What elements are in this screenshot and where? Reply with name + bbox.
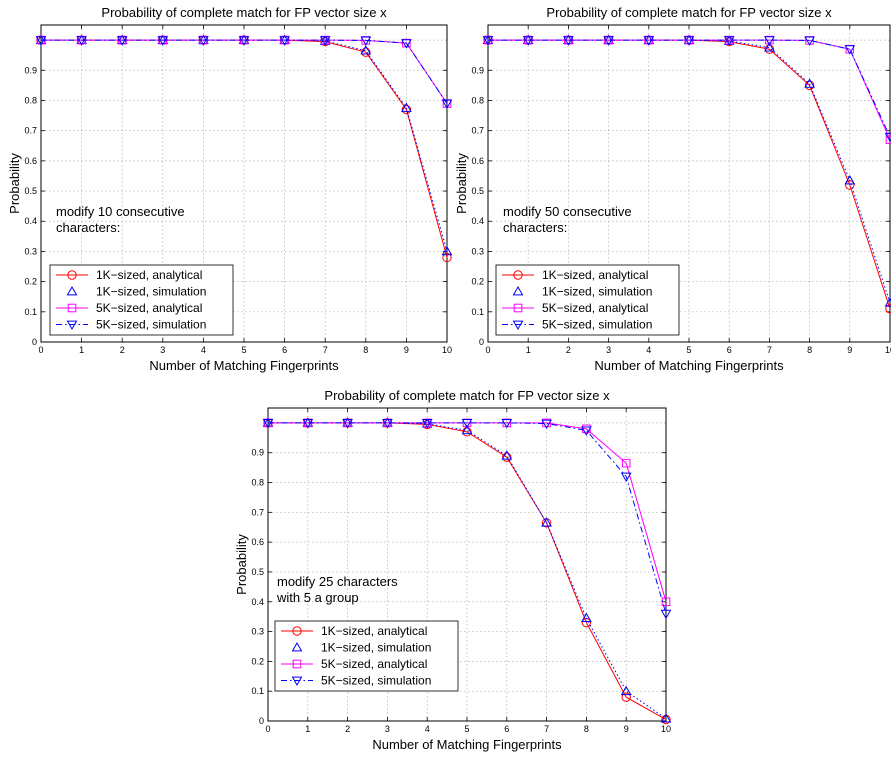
x-tick-label: 8 [363, 345, 368, 355]
x-tick-label: 2 [345, 724, 350, 734]
x-tick-label: 6 [282, 345, 287, 355]
legend-label: 5K−sized, simulation [542, 318, 652, 332]
legend-label: 1K−sized, simulation [321, 641, 431, 655]
annotation-text: with 5 a group [276, 590, 359, 605]
y-tick-label: 0.3 [251, 627, 264, 637]
x-tick-label: 3 [606, 345, 611, 355]
x-tick-label: 9 [847, 345, 852, 355]
x-tick-label: 9 [624, 724, 629, 734]
x-tick-label: 3 [385, 724, 390, 734]
legend-label: 5K−sized, analytical [96, 301, 202, 315]
y-axis-label: Probability [454, 153, 469, 214]
x-tick-label: 2 [120, 345, 125, 355]
y-tick-label: 0.6 [24, 156, 37, 166]
y-axis-label: Probability [234, 534, 249, 595]
annotation-text: characters: [56, 220, 120, 235]
y-tick-label: 0.4 [471, 216, 484, 226]
legend-label: 1K−sized, analytical [542, 268, 648, 282]
y-tick-label: 0.8 [471, 95, 484, 105]
legend: 1K−sized, analytical 1K−sized, simulation… [496, 265, 679, 335]
annotation-text: modify 50 consecutive [503, 204, 632, 219]
y-tick-label: 0.3 [24, 246, 37, 256]
chart-title: Probability of complete match for FP vec… [546, 5, 832, 20]
y-tick-label: 0.2 [251, 656, 264, 666]
y-tick-label: 0.9 [24, 65, 37, 75]
x-tick-label: 6 [504, 724, 509, 734]
y-tick-label: 0.2 [24, 277, 37, 287]
x-tick-label: 0 [38, 345, 43, 355]
y-tick-label: 0 [32, 337, 37, 347]
y-tick-label: 0.4 [24, 216, 37, 226]
x-tick-label: 0 [265, 724, 270, 734]
y-tick-label: 0.6 [251, 537, 264, 547]
x-tick-label: 10 [661, 724, 671, 734]
x-axis-label: Number of Matching Fingerprints [594, 358, 784, 373]
legend-label: 5K−sized, simulation [321, 674, 431, 688]
y-tick-label: 0.1 [24, 307, 37, 317]
annotation-text: modify 25 characters [277, 574, 398, 589]
y-tick-label: 0.7 [24, 126, 37, 136]
y-tick-label: 0.3 [471, 246, 484, 256]
x-tick-label: 2 [566, 345, 571, 355]
y-tick-label: 0.2 [471, 277, 484, 287]
chart-panel-3: 0 1 2 3 4 5 6 7 8 9 10 0 0.1 0.2 0.3 0.4 0.5 0.6 0.7 0.8 0.9… [234, 388, 671, 752]
y-tick-label: 0.7 [251, 507, 264, 517]
x-tick-label: 10 [885, 345, 891, 355]
legend-label: 5K−sized, simulation [96, 318, 206, 332]
y-axis-label: Probability [7, 153, 22, 214]
y-tick-label: 0.5 [24, 186, 37, 196]
x-tick-label: 8 [807, 345, 812, 355]
y-tick-label: 0.8 [24, 95, 37, 105]
x-tick-label: 5 [464, 724, 469, 734]
legend: 1K−sized, analytical 1K−sized, simulation… [275, 621, 458, 691]
x-tick-label: 7 [544, 724, 549, 734]
legend-label: 1K−sized, analytical [96, 268, 202, 282]
chart-title: Probability of complete match for FP vec… [324, 388, 610, 403]
y-tick-label: 0.7 [471, 126, 484, 136]
y-tick-label: 0.9 [251, 448, 264, 458]
x-axis-label: Number of Matching Fingerprints [149, 358, 339, 373]
x-tick-label: 5 [241, 345, 246, 355]
legend-label: 1K−sized, simulation [542, 285, 652, 299]
x-tick-label: 10 [442, 345, 452, 355]
x-tick-label: 1 [305, 724, 310, 734]
x-tick-label: 1 [526, 345, 531, 355]
y-tick-label: 0.1 [471, 307, 484, 317]
x-tick-label: 5 [686, 345, 691, 355]
x-tick-label: 1 [79, 345, 84, 355]
x-tick-label: 4 [646, 345, 651, 355]
annotation-text: characters: [503, 220, 567, 235]
x-tick-label: 0 [485, 345, 490, 355]
legend: 1K−sized, analytical 1K−sized, simulation… [50, 265, 233, 335]
y-tick-label: 0.4 [251, 597, 264, 607]
x-tick-label: 3 [160, 345, 165, 355]
y-tick-label: 0 [479, 337, 484, 347]
x-tick-label: 4 [201, 345, 206, 355]
x-tick-label: 8 [584, 724, 589, 734]
y-tick-label: 0.9 [471, 65, 484, 75]
y-tick-label: 0.5 [251, 567, 264, 577]
legend-label: 1K−sized, analytical [321, 624, 427, 638]
y-tick-label: 0.8 [251, 478, 264, 488]
x-tick-label: 6 [727, 345, 732, 355]
y-tick-label: 0.5 [471, 186, 484, 196]
legend-label: 5K−sized, analytical [321, 657, 427, 671]
y-tick-label: 0.6 [471, 156, 484, 166]
legend-label: 1K−sized, simulation [96, 285, 206, 299]
x-tick-label: 9 [404, 345, 409, 355]
legend-label: 5K−sized, analytical [542, 301, 648, 315]
chart-title: Probability of complete match for FP vec… [101, 5, 387, 20]
annotation-text: modify 10 consecutive [56, 204, 185, 219]
chart-panel-1: 0 1 2 3 4 5 6 7 8 9 10 0 0.1 0.2 0.3 0.4 0.5 0.6 0.7 0.8 0.9… [7, 5, 452, 373]
y-tick-label: 0 [259, 716, 264, 726]
y-tick-label: 0.1 [251, 686, 264, 696]
chart-panel-2: 0 1 2 3 4 5 6 7 8 9 10 0 0.1 0.2 0.3 0.4 0.5 0.6 0.7 0.8 0.9… [454, 5, 891, 373]
x-tick-label: 4 [425, 724, 430, 734]
x-tick-label: 7 [323, 345, 328, 355]
x-tick-label: 7 [767, 345, 772, 355]
x-axis-label: Number of Matching Fingerprints [372, 737, 562, 752]
